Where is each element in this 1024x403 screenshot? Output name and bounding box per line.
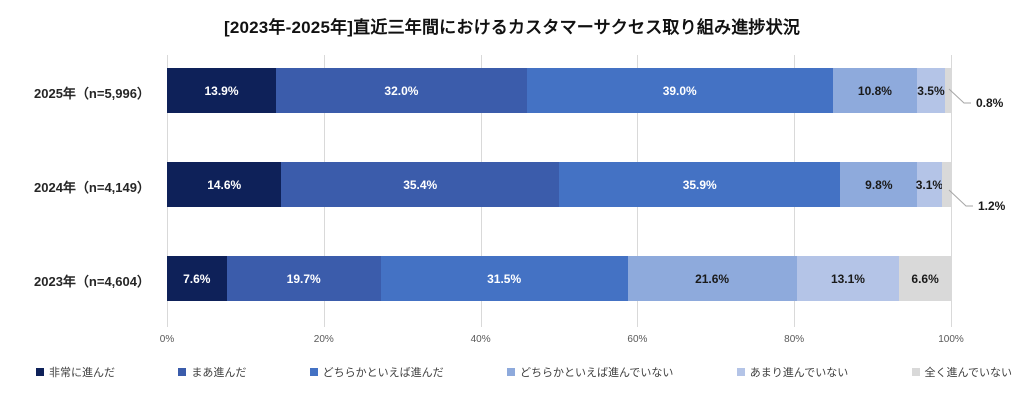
legend-label: どちらかといえば進んでいない — [519, 367, 674, 379]
bar-segment — [944, 68, 951, 113]
legend-label: 全く進んでいない — [924, 367, 1012, 379]
legend-item: 非常に進んだ — [36, 364, 115, 380]
y-axis-category-label: 2024年（n=4,149） — [34, 179, 150, 195]
callout-leader-line — [948, 88, 971, 104]
legend-item: どちらかといえば進んだ — [309, 364, 444, 380]
bar-segment: 7.6% — [167, 256, 227, 301]
bar-segment: 31.5% — [380, 256, 628, 301]
value-label: 7.6% — [183, 271, 211, 286]
value-label: 3.5% — [917, 83, 945, 98]
x-axis-tick-label: 40% — [470, 334, 491, 345]
value-label: 39.0% — [662, 83, 697, 98]
value-label: 10.8% — [857, 83, 892, 98]
legend-item: どちらかといえば進んでいない — [506, 364, 674, 380]
bar-segment: 21.6% — [627, 256, 797, 301]
legend-swatch-icon — [911, 368, 920, 376]
bar-segment: 6.6% — [899, 256, 951, 301]
plot-area: 13.9% 32.0% 39.0% 10.8% 3.5% 14.6% 35.4% 35.9% 9… — [167, 55, 952, 327]
x-axis-tick-label: 100% — [938, 334, 964, 345]
bar-row: 13.9% 32.0% 39.0% 10.8% 3.5% — [167, 68, 951, 113]
x-axis-tick-label: 80% — [784, 334, 805, 345]
bar-row: 7.6% 19.7% 31.5% 21.6% 13.1% 6.6% — [167, 256, 951, 301]
bar-segment: 14.6% — [167, 162, 282, 207]
value-label: 21.6% — [695, 271, 730, 286]
chart-title: [2023年-2025年]直近三年間におけるカスタマーサクセス取り組み進捗状況 — [223, 18, 801, 37]
bar-segment: 13.1% — [796, 256, 900, 301]
legend-swatch-icon — [36, 368, 44, 376]
y-axis-category-label: 2025年（n=5,996） — [34, 85, 150, 101]
callout-leader-line — [948, 189, 973, 207]
value-label: 6.6% — [911, 271, 939, 286]
legend-label: どちらかといえば進んだ — [322, 367, 444, 379]
legend-swatch-icon — [178, 368, 187, 376]
value-label: 13.9% — [204, 83, 239, 98]
y-axis-category-label: 2023年（n=4,604） — [34, 273, 150, 289]
bar-segment: 3.5% — [917, 68, 945, 113]
value-label: 14.6% — [207, 177, 242, 192]
value-label: 13.1% — [830, 271, 865, 286]
bar-segment: 9.8% — [840, 162, 918, 207]
bar-segment: 35.9% — [558, 162, 841, 207]
value-label: 19.7% — [286, 271, 321, 286]
legend-label: あまり進んでいない — [749, 367, 849, 379]
bar-segment: 32.0% — [275, 68, 527, 113]
callout-value-label: 0.8% — [976, 96, 1004, 110]
value-label: 35.4% — [403, 177, 438, 192]
legend-swatch-icon — [736, 368, 745, 376]
bar-segment: 10.8% — [832, 68, 918, 113]
legend: 非常に進んだ まあ進んだ どちらかといえば進んだ どちらかといえば進んでいない あまり進… — [36, 364, 1012, 380]
x-axis-tick-label: 20% — [313, 334, 334, 345]
legend-label: まあ進んだ — [191, 367, 247, 379]
x-axis-tick-label: 0% — [159, 334, 175, 345]
bar-segment: 19.7% — [226, 256, 381, 301]
bar-row: 14.6% 35.4% 35.9% 9.8% 3.1% — [167, 162, 951, 207]
value-label: 32.0% — [384, 83, 419, 98]
legend-item: あまり進んでいない — [736, 364, 849, 380]
legend-item: まあ進んだ — [178, 364, 246, 380]
value-label: 31.5% — [487, 271, 522, 286]
value-label: 9.8% — [865, 177, 893, 192]
value-label: 35.9% — [682, 177, 717, 192]
bar-segment — [941, 162, 951, 207]
legend-label: 非常に進んだ — [49, 367, 115, 379]
legend-swatch-icon — [309, 368, 318, 376]
bar-segment: 39.0% — [526, 68, 833, 113]
legend-swatch-icon — [506, 368, 515, 376]
bar-segment: 35.4% — [281, 162, 559, 207]
legend-item: 全く進んでいない — [911, 364, 1012, 380]
bar-segment: 13.9% — [167, 68, 276, 113]
callout-value-label: 1.2% — [978, 199, 1006, 213]
x-axis-tick-label: 60% — [627, 334, 648, 345]
value-label: 3.1% — [915, 177, 944, 192]
gridline — [951, 55, 952, 327]
bar-segment: 3.1% — [915, 162, 944, 207]
